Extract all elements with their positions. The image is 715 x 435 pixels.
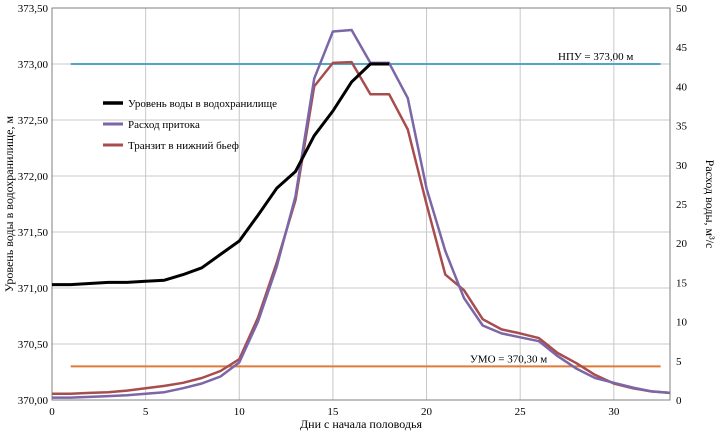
y-axis-right-label: Расход воды, м³/с (703, 160, 715, 249)
reference-label: НПУ = 373,00 м (558, 51, 633, 63)
data-series (52, 28, 671, 399)
series-line (52, 60, 671, 395)
y-right-tick-label: 30 (676, 160, 688, 172)
y-right-tick-label: 5 (676, 356, 682, 368)
plot-area (51, 7, 671, 401)
y-right-tick-label: 0 (676, 395, 682, 407)
y-right-tick-label: 35 (676, 121, 688, 133)
legend-label: Расход притока (128, 119, 200, 131)
x-tick-label: 20 (421, 406, 433, 418)
x-tick-label: 10 (234, 406, 246, 418)
x-axis-label: Дни с начала половодья (300, 417, 422, 431)
y-left-tick-label: 372,00 (18, 171, 49, 183)
y-left-tick-label: 373,00 (18, 59, 49, 71)
y-left-tick-label: 373,50 (18, 3, 49, 15)
reference-lines: НПУ = 373,00 м УМО = 370,30 м (70, 51, 661, 368)
grid (51, 7, 670, 401)
x-tick-label: 30 (608, 406, 620, 418)
y-left-tick-label: 371,00 (18, 283, 49, 295)
x-tick-label: 15 (327, 406, 339, 418)
x-tick-label: 5 (143, 406, 149, 418)
y-left-tick-label: 370,50 (18, 339, 49, 351)
y-right-tick-label: 40 (676, 81, 688, 93)
legend-label: Транзит в нижний бьеф (128, 140, 239, 152)
y-right-tick-label: 10 (676, 317, 688, 329)
y-right-tick-label: 15 (676, 277, 688, 289)
y-left-tick-label: 370,00 (18, 395, 49, 407)
axis-ticks: 0 5 10 15 20 25 30 370,00 370,50 371,00 371,50 372,… (18, 3, 688, 418)
y-left-tick-label: 372,50 (18, 115, 49, 127)
y-right-tick-label: 25 (676, 199, 688, 211)
y-right-tick-label: 50 (676, 3, 688, 15)
y-axis-left-label: Уровень воды в водохранилище, м (2, 116, 16, 293)
series-line (52, 62, 390, 287)
x-tick-label: 25 (515, 406, 527, 418)
y-right-tick-label: 20 (676, 238, 688, 250)
x-tick-label: 0 (49, 406, 55, 418)
y-left-tick-label: 371,50 (18, 227, 49, 239)
y-right-tick-label: 45 (676, 42, 688, 54)
legend-label: Уровень воды в водохранилище (128, 98, 277, 110)
reference-label: УМО = 370,30 м (470, 353, 547, 365)
legend: Уровень воды в водохранилище Расход прито… (103, 98, 277, 152)
series-line (52, 28, 671, 399)
